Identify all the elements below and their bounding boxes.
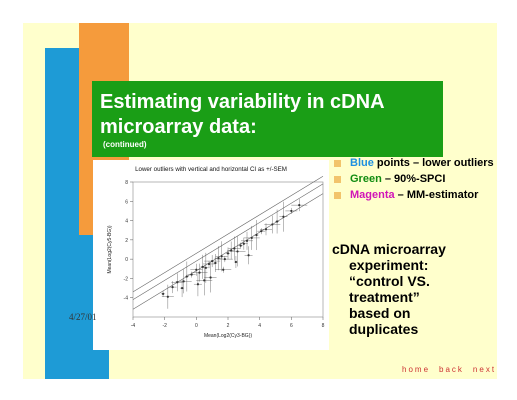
slide-date: 4/27/01: [69, 312, 97, 322]
data-point: [180, 286, 184, 290]
data-point: [201, 265, 204, 268]
y-tick-label: 4: [125, 219, 128, 225]
data-point: [271, 223, 274, 226]
bullet-blue: Blue points – lower outliers: [332, 157, 497, 170]
title-box: Estimating variability in cDNA microarra…: [92, 81, 443, 157]
nav-next-link[interactable]: next: [472, 365, 497, 374]
data-point: [290, 209, 293, 213]
x-tick-label: 4: [258, 323, 261, 329]
data-point: [247, 254, 250, 257]
x-tick-label: 6: [290, 323, 293, 329]
data-point: [209, 276, 212, 279]
data-point: [161, 292, 165, 295]
data-point: [203, 279, 206, 282]
bullet-square-icon: [334, 176, 341, 183]
body-line-1: cDNA microarray: [332, 241, 446, 257]
data-point: [166, 295, 169, 298]
data-point: [222, 268, 225, 271]
body-line-5: based on: [349, 305, 411, 321]
data-point: [236, 250, 239, 253]
data-point: [245, 239, 249, 242]
data-point: [196, 283, 200, 286]
data-point: [239, 244, 242, 247]
data-point: [171, 286, 174, 289]
y-tick-label: -2: [124, 276, 129, 282]
legend-bullets: Blue points – lower outliers Green – 90%…: [332, 157, 497, 205]
data-point: [176, 281, 179, 284]
chart-svg: Lower outliers with vertical and horizon…: [107, 166, 325, 339]
y-axis-label: Mean(Log2(Cy5-BG)): [107, 225, 113, 273]
y-tick-label: 0: [125, 257, 128, 263]
bullet-magenta-key: Magenta: [350, 189, 395, 201]
bullet-square-icon: [334, 192, 341, 199]
x-tick-label: 0: [195, 323, 198, 329]
x-tick-label: 2: [227, 323, 230, 329]
slide: Estimating variability in cDNA microarra…: [23, 23, 497, 379]
data-point: [260, 230, 263, 233]
bullet-blue-key: Blue: [350, 157, 374, 169]
bullet-green-text: – 90%-SPCI: [381, 173, 446, 185]
nav-links: home back next: [393, 365, 496, 374]
data-point: [298, 204, 301, 207]
data-point: [190, 273, 193, 276]
data-point: [242, 242, 245, 245]
bullet-magenta-text: – MM-estimator: [394, 189, 479, 201]
data-point: [217, 257, 220, 260]
data-point: [185, 275, 188, 278]
data-point: [234, 260, 238, 264]
body-line-4: treatment”: [349, 289, 420, 305]
body-line-2: experiment:: [349, 257, 429, 273]
x-axis-label: Mean(Log2(Cy3-BG)): [204, 333, 252, 339]
data-point: [282, 215, 285, 218]
body-line-3: “control VS.: [349, 273, 430, 289]
data-point: [250, 236, 253, 240]
data-point: [207, 262, 211, 266]
x-tick-label: 8: [322, 323, 325, 329]
data-point: [198, 271, 201, 274]
data-point: [220, 255, 223, 258]
bullet-square-icon: [334, 160, 341, 167]
data-point: [233, 247, 236, 250]
y-tick-label: 2: [125, 238, 128, 244]
data-point: [264, 228, 268, 231]
y-tick-label: 6: [125, 199, 128, 205]
data-point: [223, 258, 226, 261]
data-point: [275, 220, 279, 223]
bullet-magenta: Magenta – MM-estimator: [332, 189, 497, 202]
x-tick-label: -4: [131, 323, 136, 329]
data-point: [230, 249, 233, 252]
chart-title: Lower outliers with vertical and horizon…: [135, 166, 287, 173]
scatter-chart: Lower outliers with vertical and horizon…: [93, 160, 329, 350]
body-line-6: duplicates: [349, 321, 419, 337]
y-tick-label: -4: [124, 296, 129, 302]
data-point: [182, 280, 185, 283]
title-subtitle: (continued): [103, 140, 147, 149]
title-line-1: Estimating variability in cDNA: [100, 91, 385, 113]
data-point: [226, 252, 230, 255]
x-tick-label: -2: [162, 323, 167, 329]
bullet-green-key: Green: [350, 173, 382, 185]
data-point: [214, 261, 217, 265]
body-text: cDNA microarray experiment: “control VS.…: [332, 241, 497, 337]
reference-line: [132, 183, 324, 300]
data-point: [195, 268, 198, 271]
title-line-2: microarray data:: [100, 116, 257, 138]
data-point: [204, 266, 207, 269]
data-point: [255, 233, 258, 237]
data-point: [211, 259, 214, 263]
nav-back-link[interactable]: back: [439, 365, 464, 374]
y-tick-label: 8: [125, 180, 128, 186]
reference-line: [132, 175, 324, 293]
bullet-green: Green – 90%-SPCI: [332, 173, 497, 186]
bullet-blue-text: points – lower outliers: [373, 157, 494, 169]
nav-home-link[interactable]: home: [402, 365, 431, 374]
